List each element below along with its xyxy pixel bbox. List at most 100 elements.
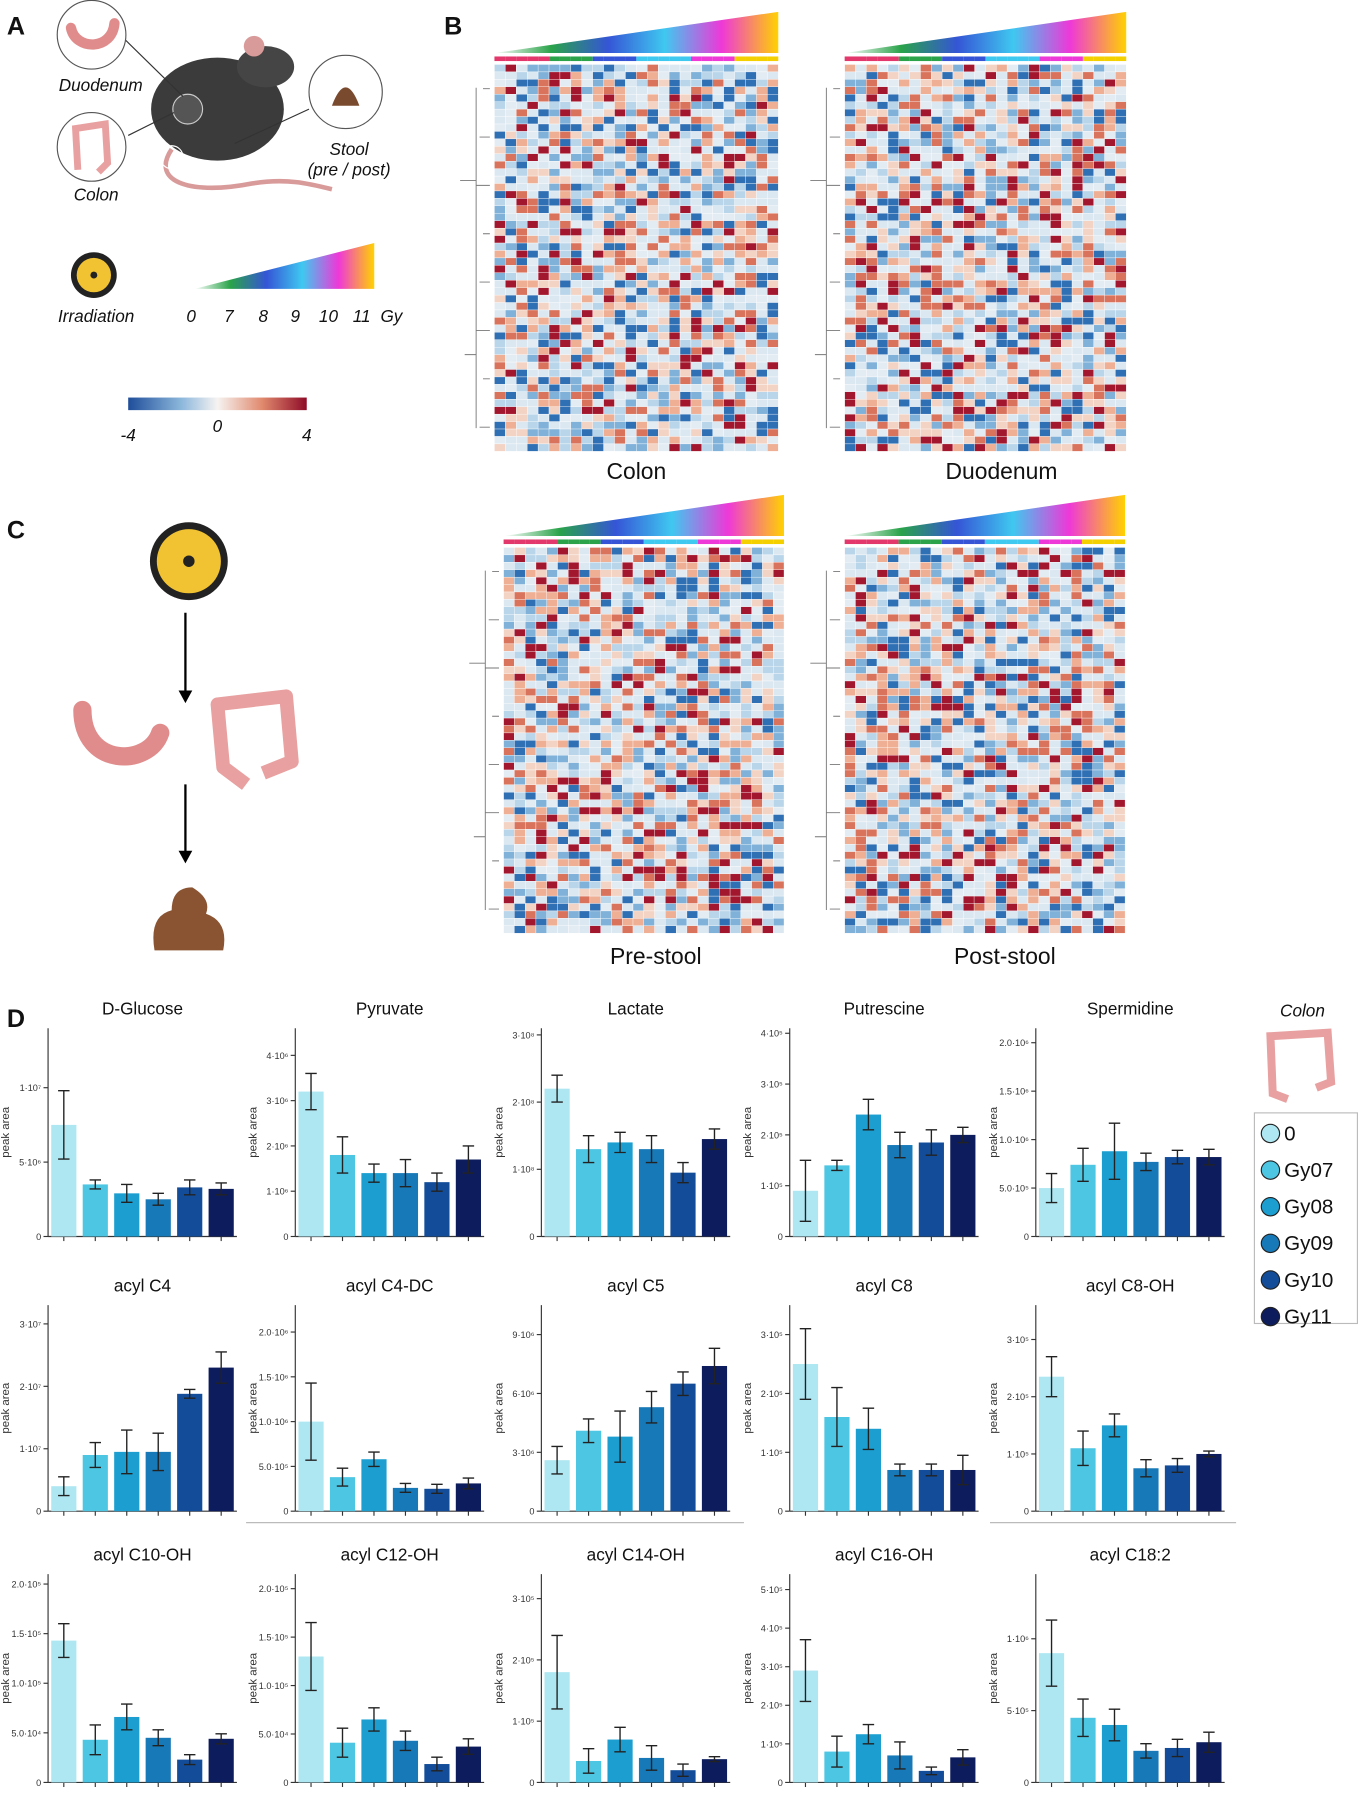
heatmap-cell (1007, 198, 1018, 205)
heatmap-cell (931, 303, 942, 310)
heatmap-cell (547, 622, 558, 629)
heatmap-cell (633, 726, 644, 733)
heatmap-cell (622, 777, 633, 784)
heatmap-cell (909, 726, 920, 733)
heatmap-cell (1115, 213, 1126, 220)
heatmap-cell (604, 347, 615, 354)
heatmap-cell (680, 362, 691, 369)
heatmap-cell (1083, 176, 1094, 183)
heatmap-cell (920, 243, 931, 250)
heatmap-cell (516, 72, 527, 79)
heatmap-cell (756, 303, 767, 310)
heatmap-cell (735, 340, 746, 347)
heatmap-cell (1029, 117, 1040, 124)
heatmap-cell (516, 102, 527, 109)
heatmap-cell (1105, 355, 1116, 362)
heatmap-cell (963, 555, 974, 562)
heatmap-cell (516, 213, 527, 220)
heatmap-cell (516, 377, 527, 384)
heatmap-cell (516, 355, 527, 362)
heatmap-cell (985, 94, 996, 101)
heatmap-cell (975, 444, 986, 451)
heatmap-cell (691, 184, 702, 191)
heatmap-cell (1115, 422, 1126, 429)
heatmap-cell (514, 688, 525, 695)
heatmap-cell (1028, 614, 1039, 621)
heatmap-cell (579, 792, 590, 799)
heatmap-cell (505, 139, 516, 146)
heatmap-cell (665, 622, 676, 629)
heatmap-cell (1050, 169, 1061, 176)
heatmap-cell (698, 718, 709, 725)
heatmap-cell (611, 555, 622, 562)
group-strip (527, 56, 538, 61)
heatmap-cell (547, 659, 558, 666)
heatmap-cell (1071, 636, 1082, 643)
heatmap-cell (560, 362, 571, 369)
heatmap-cell (942, 310, 953, 317)
heatmap-cell (687, 807, 698, 814)
heatmap-cell (746, 355, 757, 362)
heatmap-cell (494, 243, 505, 250)
heatmap-cell (964, 131, 975, 138)
heatmap-cell (942, 711, 953, 718)
heatmap-cell (985, 607, 996, 614)
heatmap-cell (494, 444, 505, 451)
heatmap-cell (942, 288, 953, 295)
heatmap-cell (604, 228, 615, 235)
heatmap-cell (549, 325, 560, 332)
heatmap-cell (504, 599, 515, 606)
heatmap-cell (644, 748, 655, 755)
heatmap-cell (680, 176, 691, 183)
heatmap-cell (549, 332, 560, 339)
heatmap-cell (687, 599, 698, 606)
heatmap-cell (931, 659, 942, 666)
heatmap-cell (514, 763, 525, 770)
heatmap-cell (665, 837, 676, 844)
heatmap-cell (676, 599, 687, 606)
heatmap-cell (622, 681, 633, 688)
heatmap-cell (1072, 422, 1083, 429)
heatmap-cell (636, 250, 647, 257)
heatmap-cell (494, 355, 505, 362)
heatmap-cell (1006, 614, 1017, 621)
heatmap-cell (647, 422, 658, 429)
group-strip (590, 539, 601, 544)
heatmap-cell (590, 807, 601, 814)
dose-wedge (845, 495, 1125, 536)
heatmap-cell (773, 755, 784, 762)
heatmap-cell (1105, 288, 1116, 295)
heatmap-cell (615, 355, 626, 362)
heatmap-cell (985, 355, 996, 362)
heatmap-cell (1115, 117, 1126, 124)
heatmap-cell (658, 191, 669, 198)
heatmap-cell (953, 703, 964, 710)
heatmap-cell (593, 109, 604, 116)
heatmap-cell (1018, 384, 1029, 391)
heatmap-cell (516, 340, 527, 347)
heatmap-cell (762, 703, 773, 710)
heatmap-cell (680, 228, 691, 235)
heatmap-cell (636, 377, 647, 384)
heatmap-cell (845, 169, 856, 176)
heatmap-cell (582, 355, 593, 362)
heatmap-cell (1006, 592, 1017, 599)
heatmap-cell (593, 79, 604, 86)
heatmap-cell (888, 599, 899, 606)
heatmap-cell (669, 154, 680, 161)
group-strip (525, 539, 536, 544)
heatmap-cell (920, 555, 931, 562)
heatmap-cell (593, 444, 604, 451)
heatmap-cell (514, 881, 525, 888)
heatmap-cell (601, 866, 612, 873)
heatmap-cell (1114, 696, 1125, 703)
heatmap-cell (593, 139, 604, 146)
heatmap-cell (1006, 696, 1017, 703)
heatmap-cell (855, 592, 866, 599)
heatmap-cell (622, 674, 633, 681)
heatmap-cell (964, 370, 975, 377)
heatmap-cell (615, 332, 626, 339)
heatmap-cell (910, 206, 921, 213)
heatmap-cell (505, 198, 516, 205)
heatmap-cell (615, 392, 626, 399)
